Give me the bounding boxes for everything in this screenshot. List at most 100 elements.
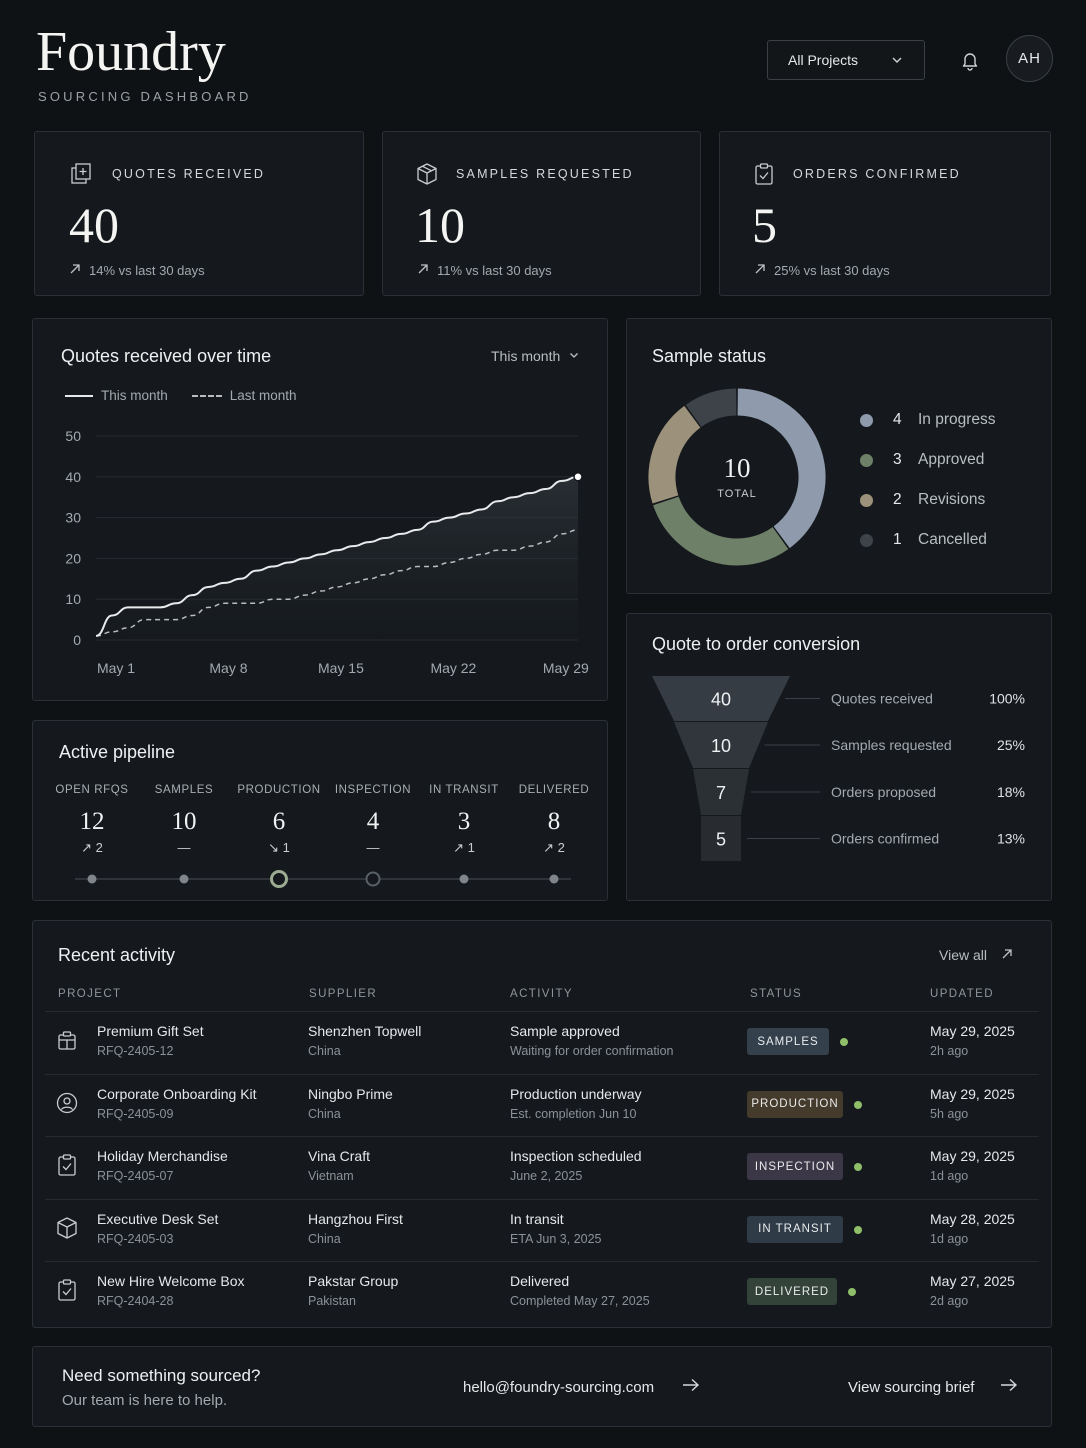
view-all-link[interactable]: View all [939, 947, 1013, 963]
table-row[interactable]: New Hire Welcome Box RFQ-2404-28 Pakstar G… [45, 1261, 1039, 1323]
sample-donut-chart [648, 388, 826, 566]
legend-label: In progress [918, 411, 996, 428]
legend-count: 4 [893, 411, 902, 428]
sample-status-card: Sample status 10 TOTAL 4 In progress 3 Appr… [626, 318, 1052, 594]
document-add-icon [69, 162, 93, 191]
pipeline-node[interactable] [87, 874, 97, 884]
pipeline-stage[interactable]: SAMPLES 10 — [139, 784, 229, 855]
kpi-trend-text: 11% vs last 30 days [437, 263, 552, 278]
legend-last-month: Last month [229, 388, 297, 403]
table-row[interactable]: Holiday Merchandise RFQ-2405-07 Vina Craft… [45, 1136, 1039, 1198]
project-rfq: RFQ-2405-03 [97, 1231, 174, 1246]
funnel-stage-percent: 13% [997, 831, 1025, 847]
legend-item: 2 Revisions [860, 491, 1040, 509]
supplier-country: China [308, 1231, 341, 1246]
project-name: Corporate Onboarding Kit [97, 1085, 257, 1102]
updated-ago: 2d ago [930, 1294, 969, 1308]
avatar[interactable]: AH [1006, 35, 1053, 82]
activity-detail: June 2, 2025 [510, 1169, 583, 1183]
table-row[interactable]: Executive Desk Set RFQ-2405-03 Hangzhou Fi… [45, 1198, 1039, 1261]
project-cell: Holiday Merchandise RFQ-2405-07 [97, 1148, 228, 1183]
project-cell: Executive Desk Set RFQ-2405-03 [97, 1211, 218, 1246]
supplier-name: Vina Craft [308, 1148, 370, 1164]
column-header-status: STATUS [750, 988, 803, 1000]
donut-slice [737, 388, 826, 549]
kpi-trend-text: 25% vs last 30 days [774, 263, 890, 278]
chart-range-select[interactable]: This month [491, 348, 580, 364]
pipeline-stage-label: INSPECTION [334, 784, 412, 796]
pipeline-stage[interactable]: INSPECTION 4 — [328, 784, 418, 855]
pipeline-stage-label: DELIVERED [518, 784, 590, 796]
series-endpoint-marker [573, 472, 583, 482]
pipeline-stage-delta: ↘ 1 [268, 840, 290, 855]
activity-title: Recent activity [58, 945, 176, 965]
legend-label: Cancelled [918, 531, 987, 548]
project-select-value: All Projects [788, 52, 859, 68]
pipeline-node[interactable] [459, 874, 469, 884]
view-all-label: View all [939, 947, 987, 963]
arrow-up-right-icon [417, 263, 429, 278]
footer-title: Need something sourced? [62, 1366, 261, 1385]
pipeline-stage[interactable]: OPEN RFQS 12 ↗ 2 [47, 784, 137, 856]
contact-footer: Need something sourced? Our team is here… [32, 1346, 1052, 1427]
box-icon [55, 1216, 79, 1240]
pipeline-stage-count: 12 [79, 808, 105, 835]
supplier-name: Ningbo Prime [308, 1085, 393, 1102]
supplier-country: China [308, 1106, 341, 1121]
project-rfq: RFQ-2405-07 [97, 1169, 174, 1183]
brand-logo: Foundry [36, 21, 226, 83]
chevron-down-icon [890, 53, 904, 67]
funnel-stage [652, 676, 790, 721]
kpi-value: 10 [415, 197, 465, 253]
status-dot [840, 1038, 848, 1046]
bell-icon[interactable] [956, 46, 984, 74]
status-dot [854, 1163, 862, 1171]
funnel-stage-value: 7 [716, 783, 726, 803]
supplier-cell: Vina Craft Vietnam [308, 1148, 370, 1183]
y-tick-label: 10 [65, 591, 81, 607]
series-line-this-month [95, 475, 579, 637]
table-row[interactable]: Premium Gift Set RFQ-2405-12 Shenzhen Topw… [45, 1011, 1039, 1073]
y-tick-label: 30 [65, 510, 81, 526]
updated-date: May 29, 2025 [930, 1023, 1015, 1039]
footer-subtitle: Our team is here to help. [62, 1392, 228, 1409]
x-tick-label: May 15 [318, 660, 364, 676]
updated-date: May 27, 2025 [930, 1273, 1015, 1289]
pipeline-stage[interactable]: DELIVERED 8 ↗ 2 [509, 784, 599, 856]
pipeline-node[interactable] [549, 874, 559, 884]
legend-this-month: This month [101, 388, 168, 403]
pipeline-node[interactable] [365, 871, 381, 887]
supplier-country: Vietnam [308, 1169, 354, 1183]
legend-count: 1 [893, 531, 902, 548]
legend-solid-line [65, 394, 93, 397]
funnel-stage-value: 5 [716, 830, 726, 850]
sourcing-brief-link[interactable]: View sourcing brief [848, 1378, 1018, 1396]
updated-ago: 5h ago [930, 1106, 969, 1121]
chart-title: Quotes received over time [61, 346, 272, 366]
legend-count: 3 [893, 451, 902, 468]
pipeline-stage[interactable]: PRODUCTION 6 ↘ 1 [234, 784, 324, 856]
y-tick-label: 20 [65, 550, 81, 566]
y-tick-label: 40 [65, 469, 81, 485]
legend-label: Approved [918, 451, 985, 468]
pipeline-stage-count: 8 [547, 808, 561, 835]
kpi-card-quotes: QUOTES RECEIVED 40 14% vs last 30 days [34, 131, 364, 296]
status-badge: SAMPLES [747, 1028, 829, 1055]
donut-slice [648, 405, 701, 504]
status-dot [854, 1100, 862, 1109]
project-name: Premium Gift Set [97, 1023, 204, 1039]
activity-text: Delivered [510, 1273, 570, 1289]
project-cell: Premium Gift Set RFQ-2405-12 [97, 1023, 204, 1058]
arrow-right-icon [1000, 1378, 1018, 1396]
email-link[interactable]: hello@foundry-sourcing.com [463, 1378, 700, 1396]
arrow-up-right-icon [1001, 947, 1013, 963]
gift-box-icon [55, 1028, 79, 1052]
pipeline-node[interactable] [179, 874, 189, 884]
project-name: New Hire Welcome Box [97, 1273, 245, 1289]
pipeline-stage[interactable]: IN TRANSIT 3 ↗ 1 [419, 784, 509, 856]
project-select[interactable]: All Projects [767, 40, 925, 80]
pipeline-node-active[interactable] [270, 870, 288, 888]
funnel-stage [674, 722, 768, 768]
table-row[interactable]: Corporate Onboarding Kit RFQ-2405-09 Ningb… [45, 1073, 1039, 1136]
updated-date: May 29, 2025 [930, 1148, 1015, 1164]
